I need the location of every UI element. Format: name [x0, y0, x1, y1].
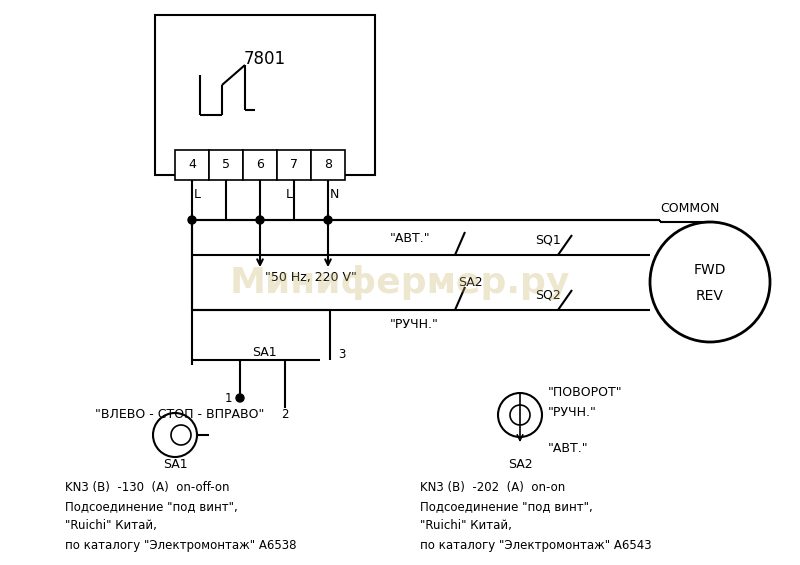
Text: "Ruichi" Китай,: "Ruichi" Китай,	[65, 519, 157, 532]
Text: SA2: SA2	[458, 276, 482, 289]
Text: 7: 7	[290, 159, 298, 172]
Bar	[311, 150, 345, 180]
Text: SQ1: SQ1	[535, 233, 561, 246]
Circle shape	[256, 216, 264, 224]
Circle shape	[188, 216, 196, 224]
Text: SA2: SA2	[508, 459, 532, 472]
Text: SA1: SA1	[252, 346, 277, 359]
Text: по каталогу "Электромонтаж" А6543: по каталогу "Электромонтаж" А6543	[420, 538, 652, 551]
Circle shape	[236, 394, 244, 402]
Text: 5: 5	[222, 159, 230, 172]
Text: 1: 1	[224, 392, 232, 405]
Text: 4: 4	[188, 159, 196, 172]
Text: L: L	[286, 189, 293, 202]
Text: Подсоединение "под винт",: Подсоединение "под винт",	[65, 501, 238, 514]
Text: REV: REV	[696, 289, 724, 303]
Bar	[277, 150, 311, 180]
Text: "50 Hz, 220 V": "50 Hz, 220 V"	[265, 272, 357, 285]
Text: "ВЛЕВО - СТОП - ВПРАВО": "ВЛЕВО - СТОП - ВПРАВО"	[95, 408, 264, 421]
Text: KN3 (В)  -202  (А)  on-on: KN3 (В) -202 (А) on-on	[420, 481, 566, 494]
Text: "ПОВОРОТ": "ПОВОРОТ"	[548, 386, 622, 399]
Text: SA1: SA1	[162, 459, 187, 472]
Circle shape	[324, 216, 332, 224]
Text: 2: 2	[282, 408, 289, 421]
Text: "АВТ.": "АВТ."	[548, 442, 589, 455]
Bar	[209, 150, 243, 180]
Bar	[175, 150, 209, 180]
Text: COMMON: COMMON	[660, 202, 719, 215]
Text: FWD: FWD	[694, 263, 726, 277]
Text: по каталогу "Электромонтаж" А6538: по каталогу "Электромонтаж" А6538	[65, 538, 297, 551]
Text: 7801: 7801	[244, 50, 286, 68]
Text: Минифермер.ру: Минифермер.ру	[230, 265, 570, 300]
Bar	[155, 15, 375, 175]
Text: 6: 6	[256, 159, 264, 172]
Text: Подсоединение "под винт",: Подсоединение "под винт",	[420, 501, 593, 514]
Bar	[243, 150, 277, 180]
Text: "АВТ.": "АВТ."	[390, 232, 430, 245]
Text: KN3 (В)  -130  (А)  on-off-on: KN3 (В) -130 (А) on-off-on	[65, 481, 230, 494]
Text: 8: 8	[324, 159, 332, 172]
Text: N: N	[330, 189, 339, 202]
Text: SQ2: SQ2	[535, 289, 561, 302]
Text: L: L	[194, 189, 201, 202]
Text: "Ruichi" Китай,: "Ruichi" Китай,	[420, 519, 512, 532]
Text: "РУЧН.": "РУЧН."	[548, 406, 597, 419]
Text: "РУЧН.": "РУЧН."	[390, 319, 439, 332]
Text: 3: 3	[338, 349, 346, 362]
